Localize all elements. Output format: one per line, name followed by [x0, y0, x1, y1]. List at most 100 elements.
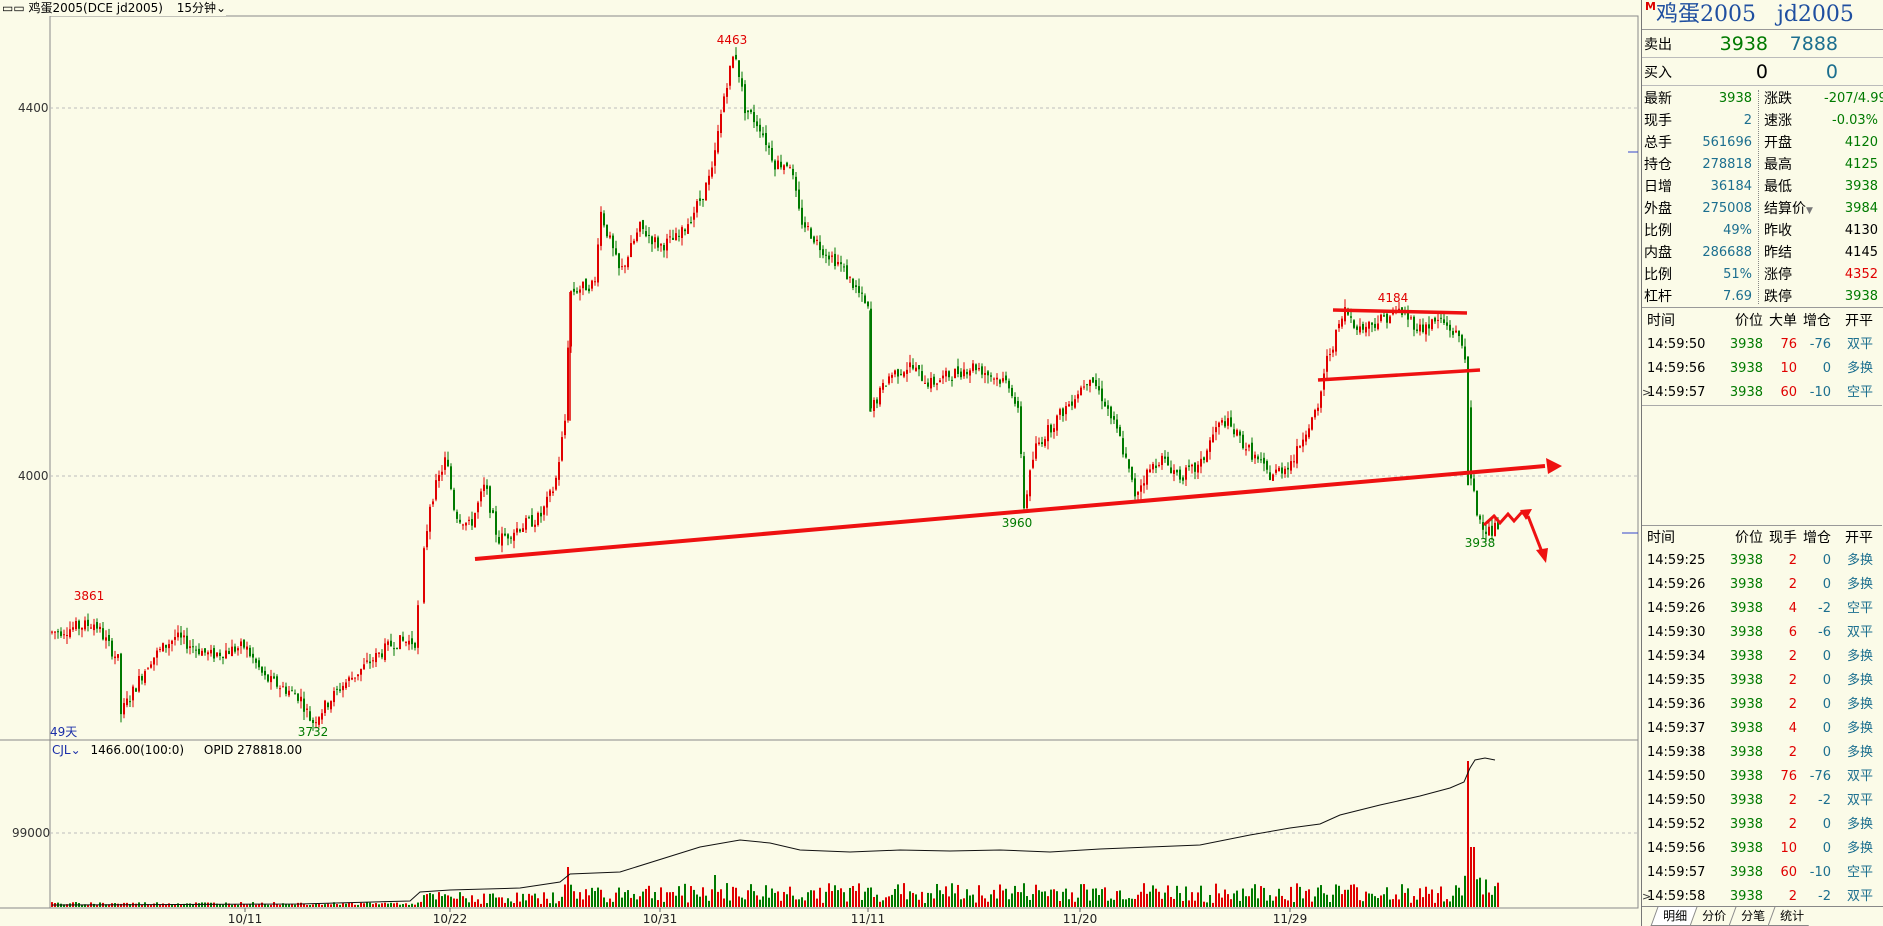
candle-body [798, 189, 800, 209]
tick-open-close: 双平 [1846, 769, 1873, 784]
volume-bar [1194, 900, 1196, 907]
ask-row[interactable]: 卖出 3938 7888 [1642, 30, 1883, 58]
low-label: 3732 [298, 725, 329, 739]
volume-bar [1431, 889, 1433, 907]
volume-bar [1410, 902, 1412, 907]
tick-price: 3938 [1729, 745, 1763, 760]
tick-price: 3938 [1729, 361, 1763, 376]
candle-body [474, 513, 476, 528]
candle-body [651, 236, 653, 245]
tick-time: 14:59:36 [1647, 697, 1706, 712]
volume-bar [303, 904, 305, 907]
candle-body [1356, 326, 1358, 330]
volume-bar [615, 892, 617, 907]
candle-body [750, 109, 752, 113]
tick-row[interactable]: 14:59:38 3938 2 0 多换 [1642, 741, 1882, 765]
tick-row[interactable]: >14:59:57 3938 60 -10 空平 [1642, 381, 1882, 405]
tick-row[interactable]: 14:59:26 3938 2 0 多换 [1642, 573, 1882, 597]
volume-bar [909, 891, 911, 907]
volume-bar [1068, 899, 1070, 907]
candle-body [1287, 467, 1289, 470]
chevron-down-icon[interactable]: ⌄ [70, 743, 81, 757]
indicator-name[interactable]: CJL [52, 743, 71, 757]
tick-row[interactable]: 14:59:30 3938 6 -6 双平 [1642, 621, 1882, 645]
bid-row[interactable]: 买入 0 0 [1642, 58, 1883, 86]
candle-body [561, 437, 563, 461]
caret-down-icon[interactable]: ▼ [1806, 206, 1813, 216]
volume-bar [822, 902, 824, 907]
volume-bar [1113, 899, 1115, 907]
candle-body [951, 379, 953, 381]
volume-bar [1062, 891, 1064, 907]
tick-row[interactable]: 14:59:50 3938 76 -76 双平 [1642, 765, 1882, 789]
volume-bar [987, 901, 989, 907]
candle-body [1179, 469, 1181, 480]
layout-icon[interactable]: ▭▭ [2, 1, 25, 15]
tick-row[interactable]: 14:59:57 3938 60 -10 空平 [1642, 861, 1882, 885]
volume-bar [309, 904, 311, 907]
tick-row[interactable]: 14:59:50 3938 76 -76 双平 [1642, 333, 1882, 357]
candle-body [456, 511, 458, 519]
stat-row: 现手 2 速涨 -0.03% [1642, 110, 1883, 132]
tick-row[interactable]: >14:59:58 3938 2 -2 双平 [1642, 885, 1882, 909]
candle-body [1323, 373, 1325, 390]
tick-row[interactable]: 14:59:25 3938 2 0 多换 [1642, 549, 1882, 573]
tick-row[interactable]: 14:59:36 3938 2 0 多换 [1642, 693, 1882, 717]
tick-row[interactable]: 14:59:26 3938 4 -2 空平 [1642, 597, 1882, 621]
col-time: 时间 [1647, 313, 1675, 329]
candle-body [630, 243, 632, 258]
volume-bar [1317, 887, 1319, 907]
volume-bar [1485, 879, 1487, 907]
candle-body [594, 281, 596, 283]
tab-statistics[interactable]: 统计 [1767, 907, 1816, 926]
candle-body [873, 399, 875, 411]
stat-value: 4125 [1844, 157, 1878, 172]
tick-detail-table[interactable]: 时间 价位 现手 增仓 开平 14:59:25 3938 2 0 多换 14:59:26 3… [1642, 525, 1882, 909]
tick-row[interactable]: 14:59:34 3938 2 0 多换 [1642, 645, 1882, 669]
candle-body [186, 635, 188, 649]
candle-body [243, 639, 245, 648]
tick-volume: 10 [1780, 361, 1797, 376]
volume-bar [168, 903, 170, 907]
candle-body [246, 646, 248, 650]
volume-bar [996, 898, 998, 907]
candle-body [564, 420, 566, 436]
tick-row[interactable]: 14:59:52 3938 2 0 多换 [1642, 813, 1882, 837]
stat-value: -207/4.99% [1824, 91, 1883, 106]
volume-bar [405, 903, 407, 907]
period-selector[interactable]: 15分钟⌄ [177, 1, 226, 15]
candle-body [582, 281, 584, 289]
volume-bar [1176, 885, 1178, 907]
volume-bar [1389, 899, 1391, 907]
tick-row[interactable]: 14:59:56 3938 10 0 多换 [1642, 837, 1882, 861]
candle-body [264, 670, 266, 676]
chart-area[interactable]: 4400 4000 99000 10/11 10/22 10/31 11/11 11/20 11… [0, 0, 1640, 926]
tick-row[interactable]: 14:59:35 3938 2 0 多换 [1642, 669, 1882, 693]
kline-chart[interactable]: 4400 4000 99000 10/11 10/22 10/31 11/11 11/20 11… [0, 0, 1640, 926]
tick-row[interactable]: 14:59:50 3938 2 -2 双平 [1642, 789, 1882, 813]
volume-bar [1305, 890, 1307, 907]
volume-bar [576, 898, 578, 907]
tick-open-close: 多换 [1846, 553, 1873, 568]
volume-bar [1083, 884, 1085, 907]
tick-price: 3938 [1729, 649, 1763, 664]
candle-body [438, 475, 440, 481]
big-order-table[interactable]: 时间 价位 大单 增仓 开平 14:59:50 3938 76 -76 双平 14:59:… [1642, 309, 1882, 406]
volume-bar [1077, 897, 1079, 907]
volume-bar [651, 898, 653, 907]
tick-row[interactable]: 14:59:37 3938 4 0 多换 [1642, 717, 1882, 741]
candle-body [513, 532, 515, 541]
tick-oi-change: -2 [1818, 793, 1831, 808]
volume-bar [1269, 895, 1271, 907]
volume-bar [1494, 886, 1496, 907]
tick-row[interactable]: 14:59:56 3938 10 0 多换 [1642, 357, 1882, 381]
volume-bar [1023, 883, 1025, 907]
volume-bar [1137, 894, 1139, 907]
volume-bar [480, 903, 482, 907]
volume-bar [336, 904, 338, 907]
candle-body [1380, 314, 1382, 321]
candle-body [1302, 439, 1304, 447]
tick-time: 14:59:58 [1647, 889, 1706, 904]
candle-body [99, 626, 101, 629]
volume-bar [1464, 875, 1466, 907]
